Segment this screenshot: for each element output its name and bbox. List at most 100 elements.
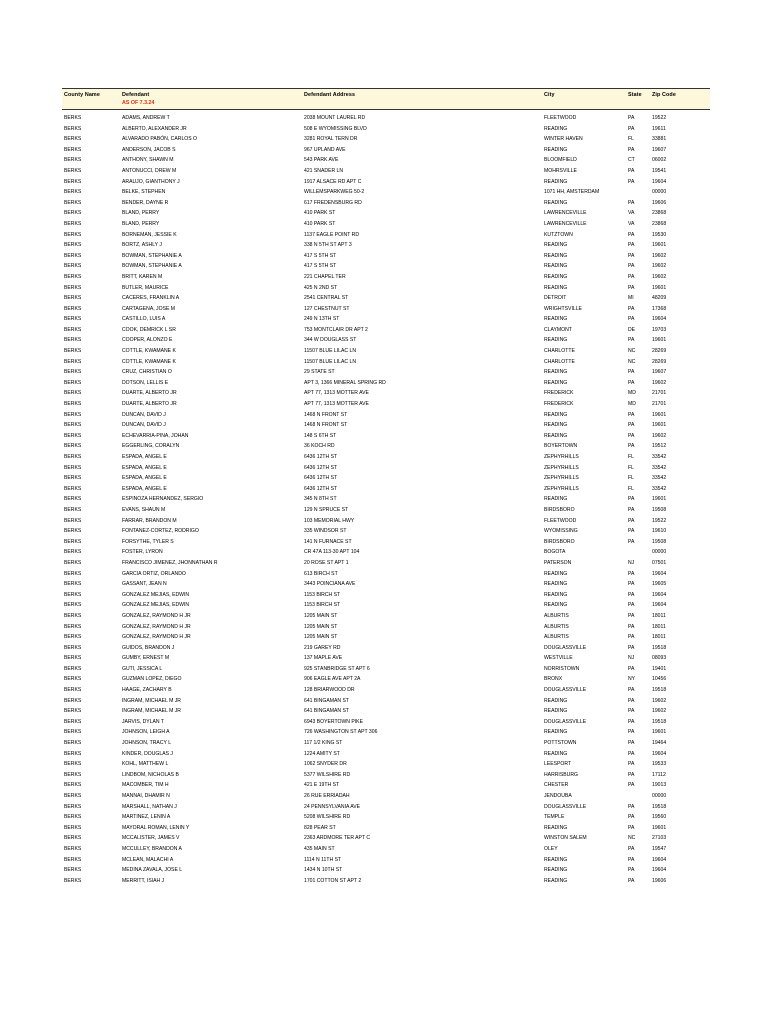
table-row: BERKS BOWMAN, STEPHANIE A 417 S 5TH ST READ… <box>62 261 710 272</box>
cell-city: ZEPHYRHILLS <box>544 454 579 460</box>
cell-address: 421 E 19TH ST <box>304 782 340 789</box>
cell-address: 1205 MAIN ST <box>304 623 338 630</box>
cell-state <box>626 547 650 558</box>
cell-city: READING <box>544 496 568 503</box>
cell-defendant: BLAND, PERRY <box>122 210 160 217</box>
cell-defendant: GUZMAN LOPEZ, DIEGO <box>122 676 182 683</box>
cell-city: DOUGLASSVILLE <box>544 644 587 651</box>
cell-zip: 27103 <box>652 835 667 842</box>
cell-address: 6436 12TH ST <box>304 464 338 471</box>
cell-zip: 19518 <box>652 803 667 810</box>
cell-defendant: DUNCAN, DAVID J <box>122 422 166 429</box>
cell-county: BERKS <box>64 570 82 577</box>
cell-state: FL <box>628 136 634 143</box>
cell-city: DETROIT <box>544 295 567 302</box>
cell-defendant: GONZALEZ, RAYMOND H JR <box>122 612 191 619</box>
cell-zip: 19401 <box>652 665 667 672</box>
cell-address: 129 N SPRUCE ST <box>304 506 349 513</box>
cell-state: MD <box>628 401 636 408</box>
cell-city: READING <box>544 432 568 439</box>
cell-address: 6436 12TH ST <box>304 475 338 482</box>
cell-defendant: ANDERSON, JACOB S <box>122 146 176 153</box>
cell-zip: 19605 <box>652 581 667 588</box>
cell-state: FL <box>628 454 634 460</box>
cell-zip: 00000 <box>652 793 667 799</box>
cell-defendant: GONZALEZ MEJIAS, EDWIN <box>122 602 190 609</box>
cell-city: READING <box>544 422 568 429</box>
as-of-spacer-state <box>626 100 650 110</box>
cell-address: 410 PARK ST <box>304 210 336 217</box>
table-row: BERKS GONZALEZ MEJIAS, EDWIN 1153 BIRCH ST… <box>62 590 710 601</box>
table-row: BERKS ARAUJO, GIANTHONY J 1917 ALSACE RD A… <box>62 177 710 188</box>
column-header-defendant: Defendant <box>120 88 302 100</box>
cell-defendant: ESPINOZA HERNANDEZ, SERGIO <box>122 496 204 503</box>
cell-defendant: BELKE, STEPHEN <box>122 189 166 196</box>
header-row: County Name Defendant Defendant Address … <box>62 88 710 100</box>
cell-state: PA <box>628 856 635 863</box>
cell-address: 726 WASHINGTON ST APT 306 <box>304 729 378 736</box>
cell-state: PA <box>628 506 635 513</box>
cell-defendant: GONZALEZ MEJIAS, EDWIN <box>122 591 190 598</box>
cell-county: BERKS <box>64 242 82 249</box>
cell-city: READING <box>544 284 568 291</box>
cell-state: FL <box>628 464 634 471</box>
cell-address: 344 W DOUGLASS ST <box>304 337 357 344</box>
cell-county: BERKS <box>64 157 82 164</box>
cell-city: FLEETWOOD <box>544 115 577 121</box>
table-row: BERKS ANDERSON, JACOB S 967 UPLAND AVE READ… <box>62 145 710 156</box>
cell-city: READING <box>544 729 568 736</box>
cell-city: HARRISBURG <box>544 771 578 778</box>
cell-defendant: KINDER, DOUGLAS J <box>122 750 173 757</box>
cell-county: BERKS <box>64 835 82 842</box>
cell-county: BERKS <box>64 369 82 376</box>
table-row: BERKS CACERES, FRANKLIN A 2541 CENTRAL ST D… <box>62 293 710 304</box>
cell-zip: 23868 <box>652 220 667 227</box>
cell-zip: 33542 <box>652 485 667 492</box>
cell-county: BERKS <box>64 506 82 513</box>
cell-city: READING <box>544 824 568 831</box>
cell-state: CT <box>628 157 635 164</box>
cell-city: READING <box>544 369 568 376</box>
cell-county: BERKS <box>64 295 82 302</box>
cell-zip: 19601 <box>652 411 667 418</box>
cell-city: WINTER HAVEN <box>544 136 583 143</box>
cell-zip: 19601 <box>652 496 667 503</box>
cell-city: 1071 HH, AMSTERDAM <box>544 189 600 196</box>
cell-state: VA <box>628 210 635 217</box>
cell-address: 11507 BLUE LILAC LN <box>304 358 357 365</box>
table-row: BERKS COTTLE, KWAMANE K 11507 BLUE LILAC L… <box>62 357 710 368</box>
cell-zip: 19607 <box>652 369 667 376</box>
table-row: BERKS JOHNSON, LEIGH A 726 WASHINGTON ST A… <box>62 727 710 738</box>
cell-address: 543 PARK AVE <box>304 157 339 164</box>
cell-address: 417 S 5TH ST <box>304 263 337 270</box>
cell-city: BIRDSBORO <box>544 538 575 545</box>
table-row: BERKS EGGERLING, CORALYN 36 KOCH RD BOYERTO… <box>62 441 710 452</box>
cell-city: BOGOTA <box>544 549 566 556</box>
cell-address: 1434 N 10TH ST <box>304 867 343 874</box>
table-row: BERKS GUIDOS, BRANDON J 219 GAREY RD DOUGLA… <box>62 643 710 654</box>
cell-county: BERKS <box>64 708 82 715</box>
cell-zip: 19512 <box>652 443 667 450</box>
table-row: BERKS INGRAM, MICHAEL M JR 641 BINGAMAN ST… <box>62 706 710 717</box>
cell-zip: 19604 <box>652 750 667 757</box>
table-row: BERKS BOWMAN, STEPHANIE A 417 S 5TH ST READ… <box>62 251 710 262</box>
cell-city: WESTVILLE <box>544 655 573 662</box>
cell-address: 753 MONTCLAIR DR APT 2 <box>304 326 368 333</box>
cell-zip: 18011 <box>652 623 666 630</box>
cell-state: PA <box>628 443 635 450</box>
cell-zip: 17112 <box>652 771 666 778</box>
cell-address: 338 N 5TH ST APT 3 <box>304 242 352 249</box>
cell-county: BERKS <box>64 252 82 259</box>
cell-county: BERKS <box>64 284 82 291</box>
cell-county: BERKS <box>64 358 82 365</box>
cell-city: READING <box>544 337 568 344</box>
cell-zip: 10456 <box>652 676 667 683</box>
cell-zip: 19518 <box>652 687 667 694</box>
cell-state: PA <box>628 337 635 344</box>
cell-county: BERKS <box>64 422 82 429</box>
cell-county: BERKS <box>64 210 82 217</box>
cell-city: READING <box>544 379 568 386</box>
cell-zip: 48209 <box>652 295 667 302</box>
cell-defendant: COOPER, ALONZO E <box>122 337 173 344</box>
cell-zip: 19508 <box>652 506 667 513</box>
